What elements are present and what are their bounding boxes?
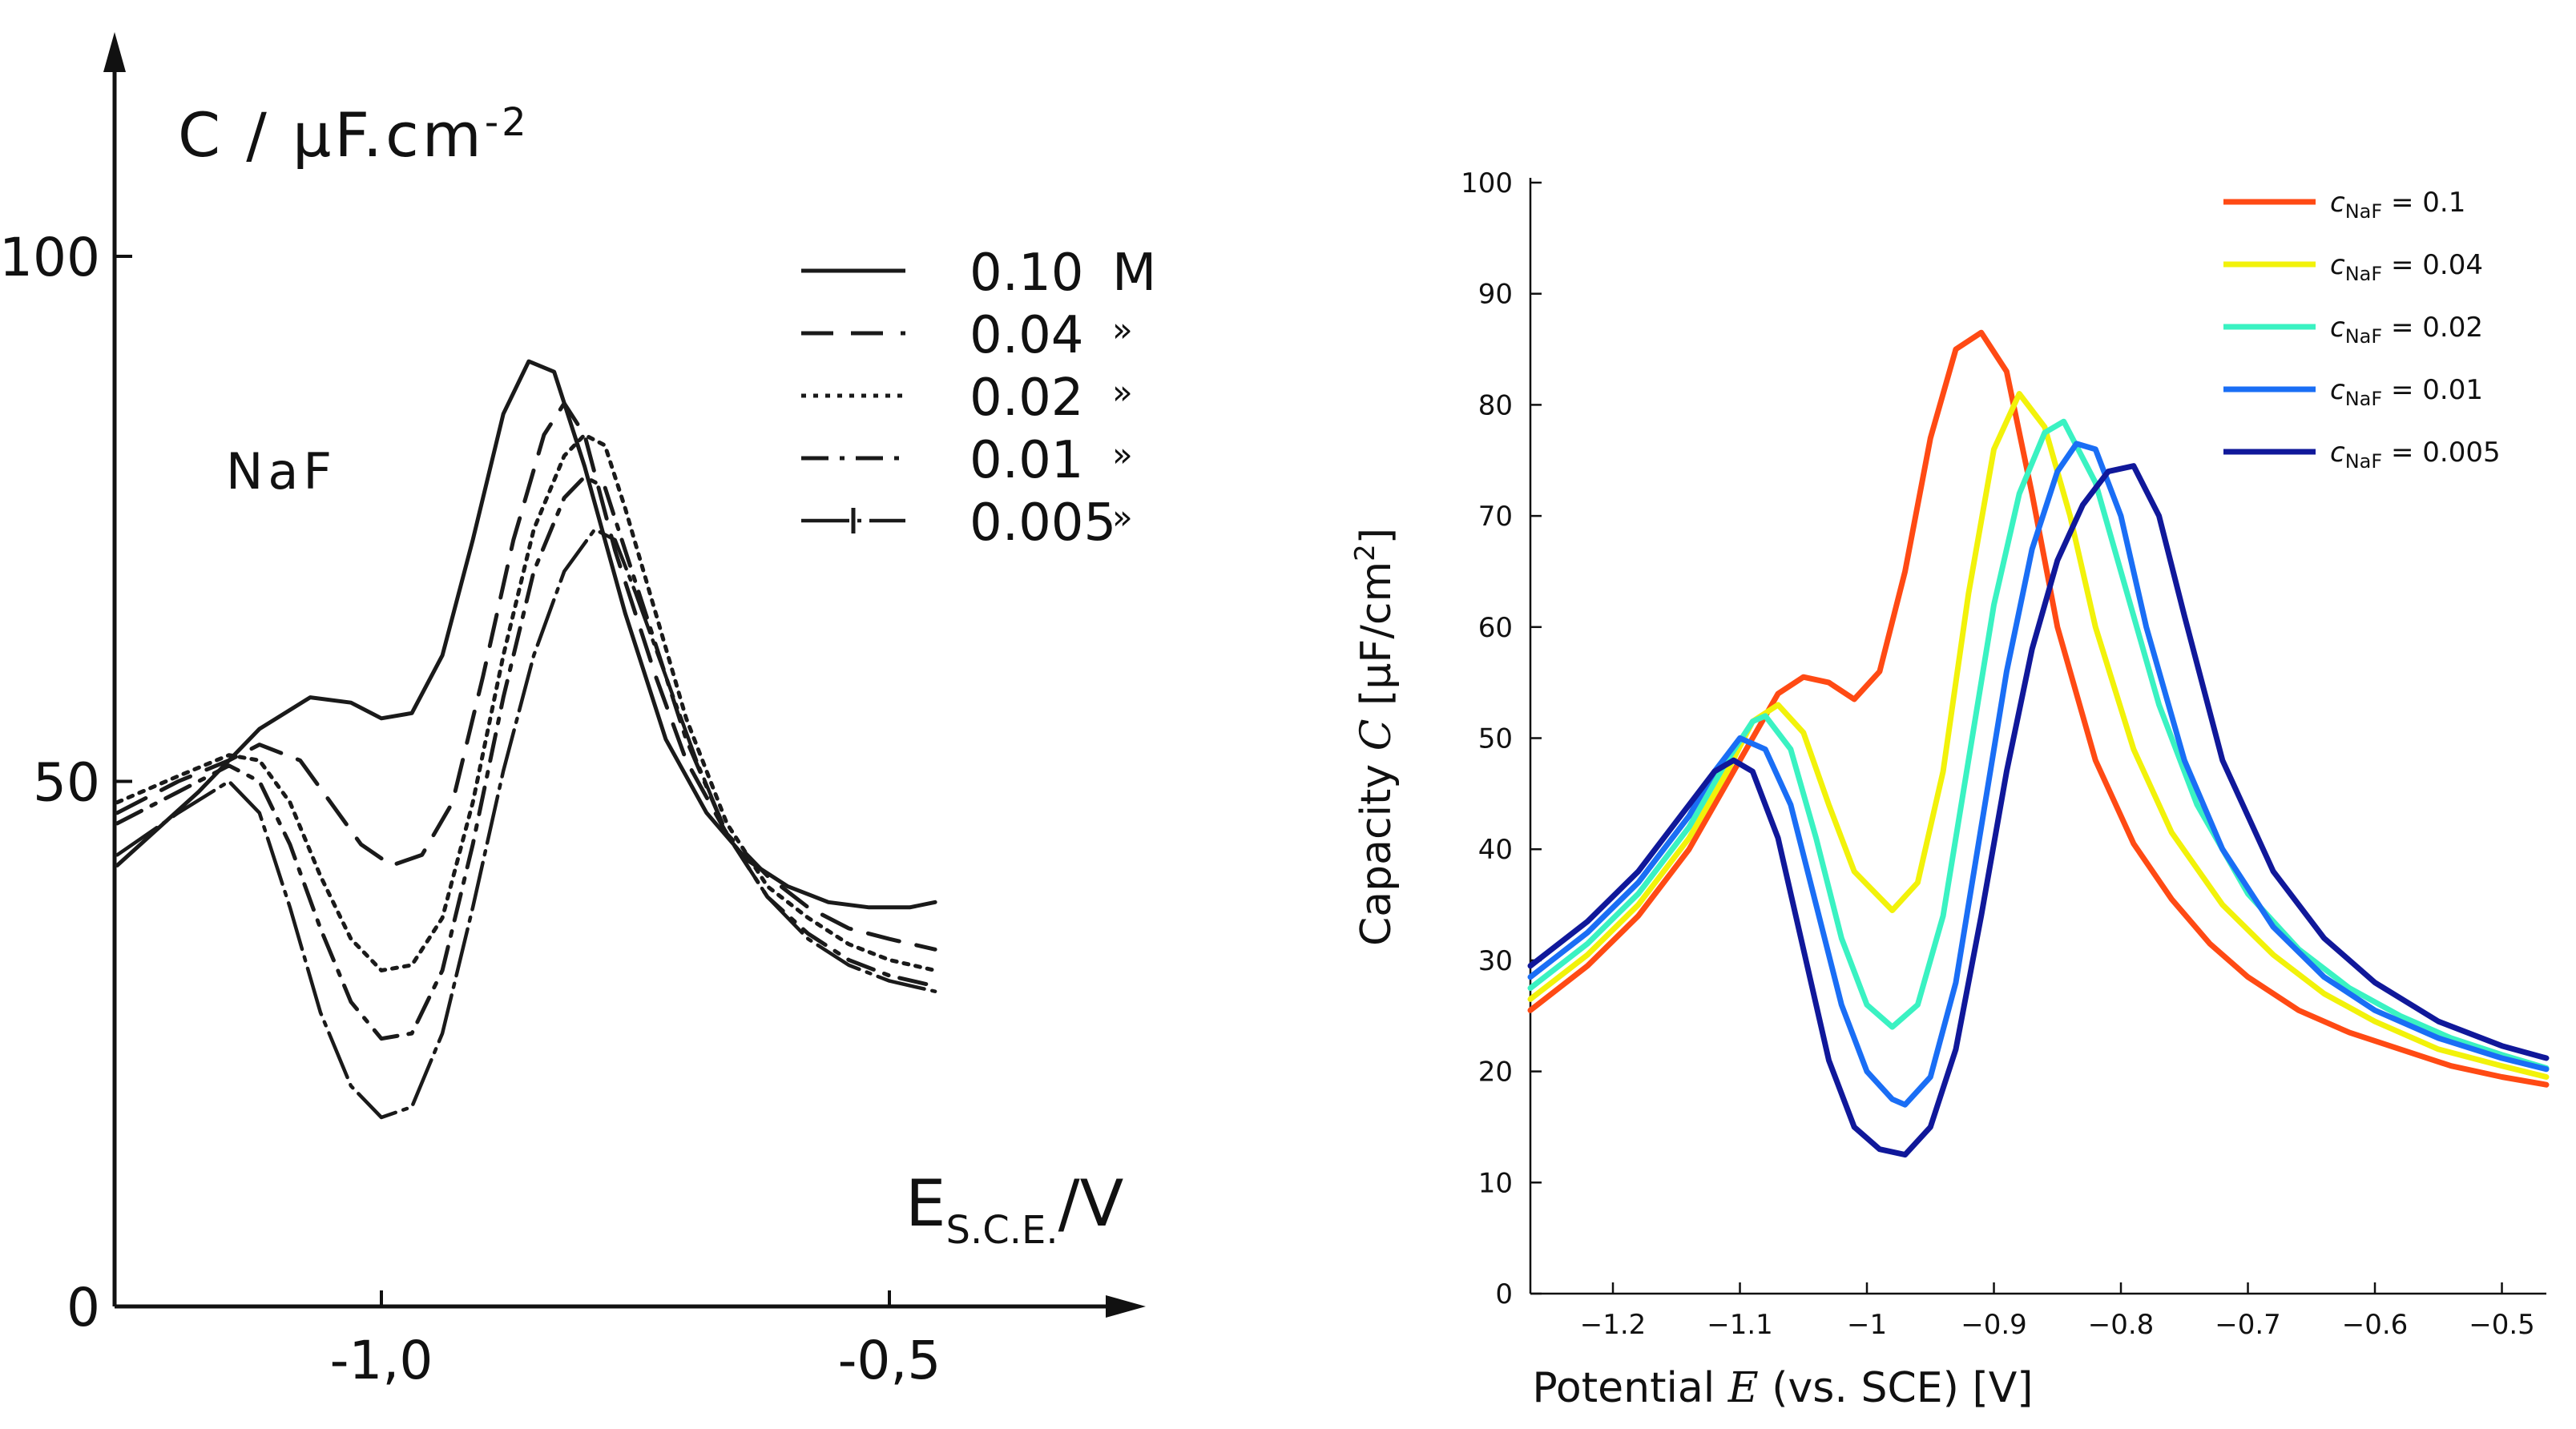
right-x-tick-label: −0.5 — [2469, 1309, 2535, 1341]
right-x-tick-label: −0.6 — [2342, 1309, 2409, 1341]
right-x-tick-label: −1.1 — [1707, 1309, 1773, 1341]
right-legend-label-0.1: cNaF = 0.1 — [2330, 187, 2465, 223]
right-y-tick-label: 50 — [1478, 723, 1513, 755]
right-series-0.005 — [1527, 463, 2550, 1158]
right-series-0.04 — [1527, 391, 2550, 1080]
left-series-0.01 — [115, 474, 937, 1041]
left-legend-unit: » — [1112, 372, 1133, 412]
left-series-0.04 — [115, 401, 937, 952]
left-y-axis-label: C / μF.cm-2 — [178, 99, 530, 171]
right-y-axis-label: Capacity C [μF/cm2] — [1349, 528, 1401, 946]
left-series-0.10 — [115, 359, 937, 910]
right-series-0.1 — [1527, 329, 2550, 1088]
left-y-tick-label: 50 — [33, 752, 100, 814]
right-y-tick-label: 40 — [1478, 834, 1513, 866]
right-x-tick-label: −1 — [1847, 1309, 1887, 1341]
left-legend: 0.10 M0.04 »0.02 »0.01 »0.005» — [801, 244, 1156, 553]
right-legend-label-0.01: cNaF = 0.01 — [2330, 374, 2483, 410]
left-series-lines — [115, 359, 937, 1120]
left-legend-unit: » — [1112, 310, 1133, 349]
right-y-tick-label: 80 — [1478, 389, 1513, 421]
right-legend-label-0.04: cNaF = 0.04 — [2330, 249, 2483, 285]
left-legend-conc-0.005: 0.005 — [970, 493, 1116, 553]
right-y-tick-label: 90 — [1478, 279, 1513, 311]
left-legend-unit: » — [1112, 435, 1133, 474]
left-legend-unit: » — [1112, 497, 1133, 537]
right-y-tick-label: 70 — [1478, 501, 1513, 533]
left-y-tick-label: 0 — [67, 1277, 100, 1338]
right-y-tick-label: 10 — [1478, 1167, 1513, 1199]
right-legend: cNaF = 0.1 cNaF = 0.04 cNaF = 0.02 cNaF = 0… — [2223, 187, 2501, 473]
right-y-tick-label: 60 — [1478, 612, 1513, 644]
left-x-axis-arrow — [1106, 1295, 1146, 1318]
left-x-tick-label: -0,5 — [838, 1330, 941, 1391]
left-series-0.005 — [115, 527, 937, 1120]
left-x-tick-label: -1,0 — [330, 1330, 433, 1391]
left-legend-conc-0.01: 0.01 — [970, 431, 1084, 490]
right-axes: 0 10 20 30 40 50 60 70 80 90 100 −1.2 −1.1 −1 −0.9 −0.8… — [1461, 167, 2546, 1341]
left-series-0.02 — [115, 433, 937, 972]
right-y-tick-label: 0 — [1495, 1278, 1513, 1310]
right-x-tick-label: −1.2 — [1580, 1309, 1647, 1341]
right-y-tick-label: 20 — [1478, 1057, 1513, 1089]
right-legend-label-0.005: cNaF = 0.005 — [2330, 437, 2501, 473]
left-legend-conc-0.04: 0.04 — [970, 306, 1084, 365]
left-legend-conc-0.10: 0.10 — [970, 244, 1084, 303]
left-annotation-naf: NaF — [226, 442, 337, 501]
right-legend-label-0.02: cNaF = 0.02 — [2330, 312, 2483, 348]
left-chart: 0 50 100 -1,0 -0,5 C / μF.cm-2 ES.C.E./V NaF… — [0, 32, 1156, 1391]
right-x-tick-label: −0.7 — [2215, 1309, 2281, 1341]
right-series-0.01 — [1527, 441, 2550, 1108]
left-legend-conc-0.02: 0.02 — [970, 368, 1084, 428]
right-x-tick-label: −0.8 — [2088, 1309, 2155, 1341]
right-y-tick-label: 30 — [1478, 945, 1513, 977]
right-x-tick-label: −0.9 — [1961, 1309, 2027, 1341]
left-y-tick-label: 100 — [0, 227, 100, 288]
right-x-axis-label: Potential E (vs. SCE) [V] — [1532, 1364, 2033, 1412]
right-y-tick-label: 100 — [1461, 167, 1513, 199]
right-series-0.02 — [1527, 418, 2550, 1071]
left-axes: 0 50 100 -1,0 -0,5 — [0, 32, 1146, 1391]
left-y-axis-arrow — [103, 32, 126, 72]
left-x-axis-label: ES.C.E./V — [905, 1166, 1124, 1253]
right-chart: 0 10 20 30 40 50 60 70 80 90 100 −1.2 −1.1 −1 −0.9 −0.8… — [1349, 167, 2550, 1412]
left-legend-unit: M — [1112, 244, 1156, 303]
right-series-lines — [1527, 329, 2550, 1158]
